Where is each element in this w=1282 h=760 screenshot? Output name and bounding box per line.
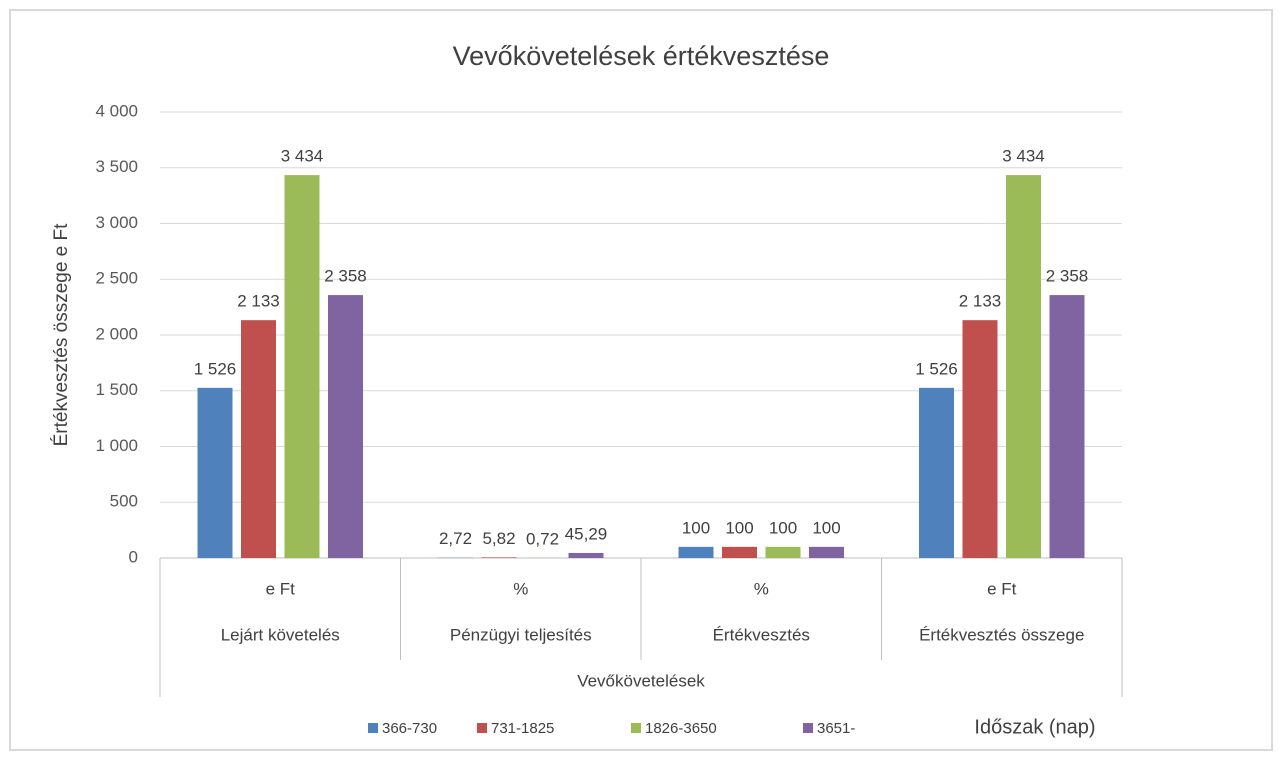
y-tick-label: 500 [110, 492, 138, 511]
category-unit-label: e Ft [987, 579, 1017, 598]
legend-swatch [368, 723, 378, 733]
bar [765, 546, 801, 558]
bar [722, 546, 757, 558]
bar [328, 295, 363, 558]
bar [197, 387, 233, 558]
data-label: 2 358 [1046, 267, 1089, 286]
y-tick-label: 3 500 [95, 157, 138, 176]
data-label: 0,72 [526, 529, 559, 548]
data-label: 100 [769, 518, 797, 537]
x-tick-label: Értékvesztés összege [919, 625, 1084, 644]
data-label: 3 434 [281, 147, 324, 166]
data-label: 100 [725, 518, 753, 537]
y-tick-label: 0 [129, 547, 138, 566]
category-unit-label: % [754, 579, 769, 598]
y-tick-label: 1 500 [95, 380, 138, 399]
y-tick-label: 1 000 [95, 436, 138, 455]
bar [1006, 175, 1041, 558]
legend-label: 731-1825 [491, 720, 554, 737]
bar [809, 546, 844, 558]
bar [241, 320, 276, 558]
x-tick-label: Pénzügyi teljesítés [450, 625, 592, 644]
legend-label: 1826-3650 [645, 720, 717, 737]
y-tick-label: 3 000 [95, 213, 138, 232]
legend-swatch [631, 723, 641, 733]
category-unit-label: e Ft [266, 579, 296, 598]
bar [962, 320, 998, 558]
legend-swatch [803, 723, 813, 733]
data-label: 2 133 [237, 292, 280, 311]
data-label: 100 [682, 518, 710, 537]
category-group-label: Vevőkövetelések [577, 671, 705, 690]
data-label: 1 526 [194, 359, 237, 378]
bar [481, 557, 517, 558]
x-tick-label: Értékvesztés [713, 625, 810, 644]
y-tick-label: 2 000 [95, 324, 138, 343]
y-tick-label: 4 000 [95, 101, 138, 120]
data-label: 2 133 [959, 292, 1002, 311]
y-tick-label: 2 500 [95, 269, 138, 288]
legend-swatch [477, 723, 487, 733]
x-tick-label: Lejárt követelés [221, 625, 340, 644]
bar [919, 387, 954, 558]
data-label: 5,82 [482, 529, 515, 548]
legend-label: 3651- [817, 720, 855, 737]
data-label: 1 526 [915, 359, 958, 378]
y-axis-label: Értékvesztés összege e Ft [51, 223, 72, 447]
data-label: 2,72 [439, 529, 472, 548]
data-label: 100 [812, 518, 840, 537]
legend-title: Időszak (nap) [974, 716, 1095, 738]
data-label: 45,29 [565, 524, 608, 543]
bar [678, 546, 714, 558]
chart-title: Vevőkövetelések értékvesztése [453, 41, 830, 71]
bar [284, 175, 320, 558]
legend-label: 366-730 [382, 720, 437, 737]
bar [568, 552, 604, 558]
bar [1049, 295, 1085, 558]
category-unit-label: % [513, 579, 528, 598]
data-label: 2 358 [324, 267, 367, 286]
data-label: 3 434 [1002, 147, 1045, 166]
